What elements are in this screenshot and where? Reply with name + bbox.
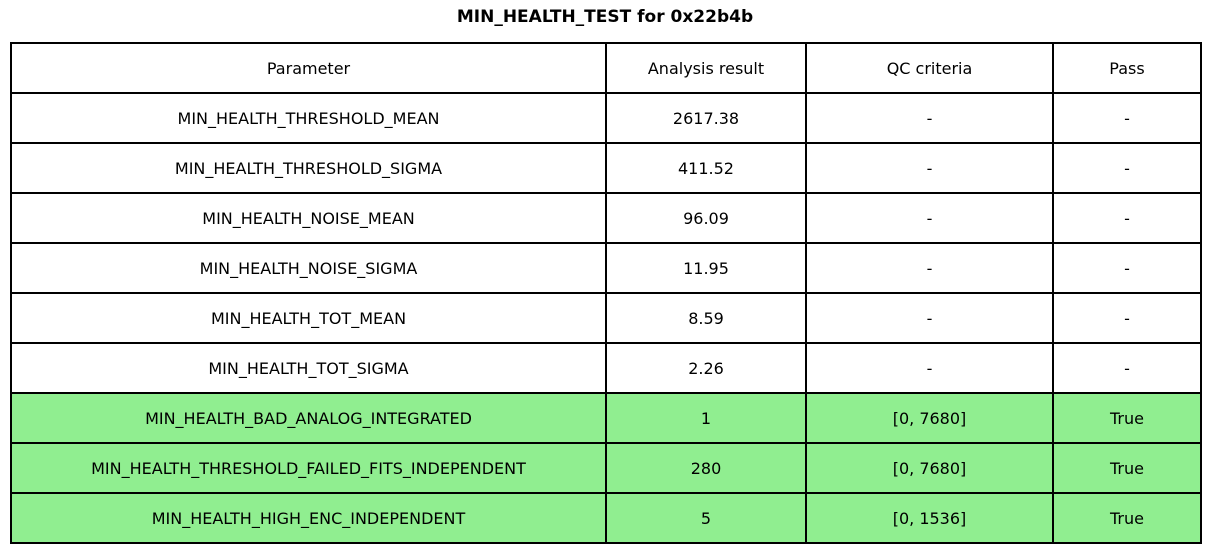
- cell-analysis-result: 8.59: [605, 292, 807, 344]
- cell-parameter: MIN_HEALTH_THRESHOLD_MEAN: [10, 92, 607, 144]
- cell-pass: -: [1052, 242, 1202, 294]
- cell-qc-criteria: [0, 7680]: [805, 392, 1054, 444]
- table-row: MIN_HEALTH_BAD_ANALOG_INTEGRATED 1 [0, 7…: [10, 392, 1202, 444]
- cell-qc-criteria: -: [805, 192, 1054, 244]
- table-row: MIN_HEALTH_HIGH_ENC_INDEPENDENT 5 [0, 15…: [10, 492, 1202, 544]
- table-row: MIN_HEALTH_NOISE_MEAN 96.09 - -: [10, 192, 1202, 244]
- cell-qc-criteria: -: [805, 92, 1054, 144]
- cell-parameter: MIN_HEALTH_NOISE_SIGMA: [10, 242, 607, 294]
- cell-analysis-result: 11.95: [605, 242, 807, 294]
- cell-analysis-result: 2617.38: [605, 92, 807, 144]
- cell-parameter: MIN_HEALTH_THRESHOLD_FAILED_FITS_INDEPEN…: [10, 442, 607, 494]
- table-row: MIN_HEALTH_THRESHOLD_MEAN 2617.38 - -: [10, 92, 1202, 144]
- cell-pass: True: [1052, 492, 1202, 544]
- cell-analysis-result: 5: [605, 492, 807, 544]
- cell-qc-criteria: -: [805, 342, 1054, 394]
- cell-analysis-result: 96.09: [605, 192, 807, 244]
- cell-parameter: MIN_HEALTH_BAD_ANALOG_INTEGRATED: [10, 392, 607, 444]
- cell-qc-criteria: -: [805, 142, 1054, 194]
- cell-analysis-result: 1: [605, 392, 807, 444]
- table-row: MIN_HEALTH_TOT_MEAN 8.59 - -: [10, 292, 1202, 344]
- cell-parameter: MIN_HEALTH_TOT_MEAN: [10, 292, 607, 344]
- cell-pass: -: [1052, 142, 1202, 194]
- header-parameter: Parameter: [10, 42, 607, 94]
- header-qc-criteria: QC criteria: [805, 42, 1054, 94]
- qc-results-table: Parameter Analysis result QC criteria Pa…: [10, 42, 1202, 544]
- cell-pass: True: [1052, 392, 1202, 444]
- page-title: MIN_HEALTH_TEST for 0x22b4b: [456, 7, 754, 27]
- header-pass: Pass: [1052, 42, 1202, 94]
- cell-analysis-result: 2.26: [605, 342, 807, 394]
- cell-parameter: MIN_HEALTH_NOISE_MEAN: [10, 192, 607, 244]
- cell-parameter: MIN_HEALTH_THRESHOLD_SIGMA: [10, 142, 607, 194]
- table-row: MIN_HEALTH_NOISE_SIGMA 11.95 - -: [10, 242, 1202, 294]
- table-row: MIN_HEALTH_THRESHOLD_FAILED_FITS_INDEPEN…: [10, 442, 1202, 494]
- cell-qc-criteria: [0, 7680]: [805, 442, 1054, 494]
- cell-pass: -: [1052, 92, 1202, 144]
- cell-pass: -: [1052, 292, 1202, 344]
- table-header-row: Parameter Analysis result QC criteria Pa…: [10, 42, 1202, 94]
- cell-qc-criteria: [0, 1536]: [805, 492, 1054, 544]
- cell-parameter: MIN_HEALTH_HIGH_ENC_INDEPENDENT: [10, 492, 607, 544]
- cell-pass: -: [1052, 342, 1202, 394]
- table-row: MIN_HEALTH_THRESHOLD_SIGMA 411.52 - -: [10, 142, 1202, 194]
- cell-pass: True: [1052, 442, 1202, 494]
- cell-parameter: MIN_HEALTH_TOT_SIGMA: [10, 342, 607, 394]
- cell-analysis-result: 411.52: [605, 142, 807, 194]
- cell-qc-criteria: -: [805, 242, 1054, 294]
- cell-pass: -: [1052, 192, 1202, 244]
- header-analysis-result: Analysis result: [605, 42, 807, 94]
- cell-analysis-result: 280: [605, 442, 807, 494]
- table-row: MIN_HEALTH_TOT_SIGMA 2.26 - -: [10, 342, 1202, 394]
- cell-qc-criteria: -: [805, 292, 1054, 344]
